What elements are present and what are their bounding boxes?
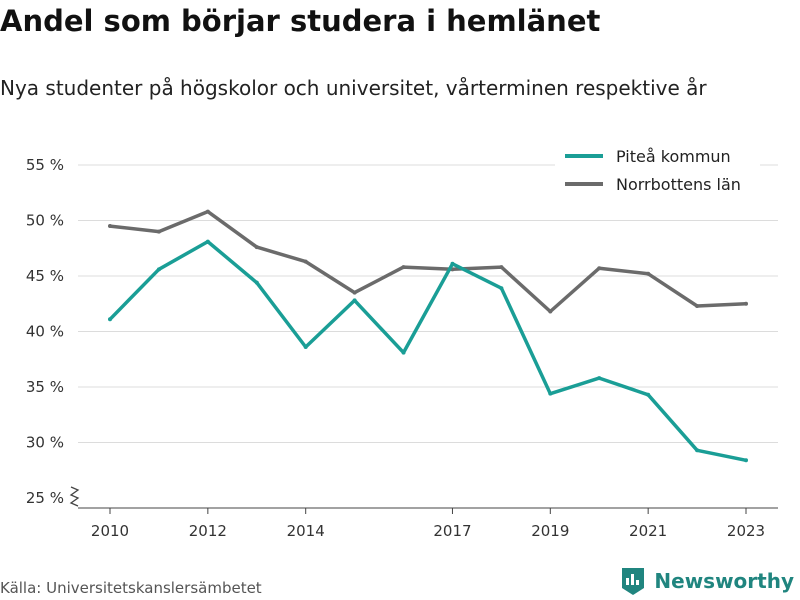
data-point bbox=[401, 265, 406, 270]
data-point bbox=[695, 303, 700, 308]
axis-break-icon bbox=[69, 486, 80, 507]
chart-subtitle: Nya studenter på högskolor och universit… bbox=[0, 76, 707, 100]
x-tick-label: 2021 bbox=[629, 522, 667, 540]
bar-chart-logo-icon bbox=[622, 568, 645, 595]
data-point bbox=[499, 265, 504, 270]
data-point bbox=[156, 229, 161, 234]
data-point bbox=[548, 391, 553, 396]
brand-logo[interactable]: Newsworthy bbox=[620, 566, 794, 596]
data-point bbox=[646, 271, 651, 276]
data-point bbox=[156, 267, 161, 272]
x-axis: 2010 2012 2014 2017 2019 2021 2023 bbox=[69, 486, 778, 540]
y-tick-label: 55 % bbox=[26, 156, 64, 174]
y-tick-label: 35 % bbox=[26, 378, 64, 396]
y-tick-label: 30 % bbox=[26, 434, 64, 452]
data-point bbox=[254, 245, 259, 250]
data-point bbox=[303, 259, 308, 264]
x-tick-label: 2010 bbox=[91, 522, 129, 540]
brand-name: Newsworthy bbox=[654, 569, 794, 593]
data-point bbox=[548, 309, 553, 314]
y-tick-label: 40 % bbox=[26, 323, 64, 341]
data-point bbox=[352, 298, 357, 303]
y-tick-label: 50 % bbox=[26, 212, 64, 230]
gridlines bbox=[78, 164, 778, 443]
y-tick-label: 25 % bbox=[26, 489, 64, 507]
data-point bbox=[303, 345, 308, 350]
data-point bbox=[401, 350, 406, 355]
y-axis-ticks: 25 % 30 % 35 % 40 % 45 % 50 % 55 % bbox=[26, 156, 64, 507]
legend: Piteå kommun Norrbottens län bbox=[555, 142, 760, 198]
y-tick-label: 45 % bbox=[26, 267, 64, 285]
data-point bbox=[597, 376, 602, 381]
chart-title: Andel som börjar studera i hemlänet bbox=[0, 4, 601, 38]
data-point bbox=[695, 448, 700, 453]
line-chart: 25 %30 %35 %40 %45 %50 %55 % 2010 2012 201… bbox=[25, 142, 778, 540]
data-point bbox=[499, 286, 504, 291]
series-line-1 bbox=[108, 209, 748, 314]
data-point bbox=[254, 280, 259, 285]
data-point bbox=[205, 209, 210, 214]
data-point bbox=[352, 290, 357, 295]
data-point bbox=[646, 392, 651, 397]
data-point bbox=[450, 261, 455, 266]
data-point bbox=[744, 458, 748, 463]
legend-label: Norrbottens län bbox=[616, 175, 741, 194]
x-tick-label: 2019 bbox=[531, 522, 569, 540]
x-tick-label: 2023 bbox=[727, 522, 765, 540]
data-point bbox=[108, 224, 112, 229]
series-lines bbox=[108, 209, 748, 463]
data-point bbox=[744, 301, 748, 306]
legend-label: Piteå kommun bbox=[616, 147, 731, 166]
x-tick-label: 2017 bbox=[433, 522, 471, 540]
legend-box bbox=[555, 142, 760, 198]
data-point bbox=[597, 266, 602, 271]
x-tick-label: 2012 bbox=[189, 522, 227, 540]
series-line-0 bbox=[108, 239, 748, 463]
x-tick-label: 2014 bbox=[287, 522, 325, 540]
source-note: Källa: Universitetskanslersämbetet bbox=[0, 579, 262, 597]
data-point bbox=[108, 317, 112, 322]
data-point bbox=[205, 239, 210, 244]
